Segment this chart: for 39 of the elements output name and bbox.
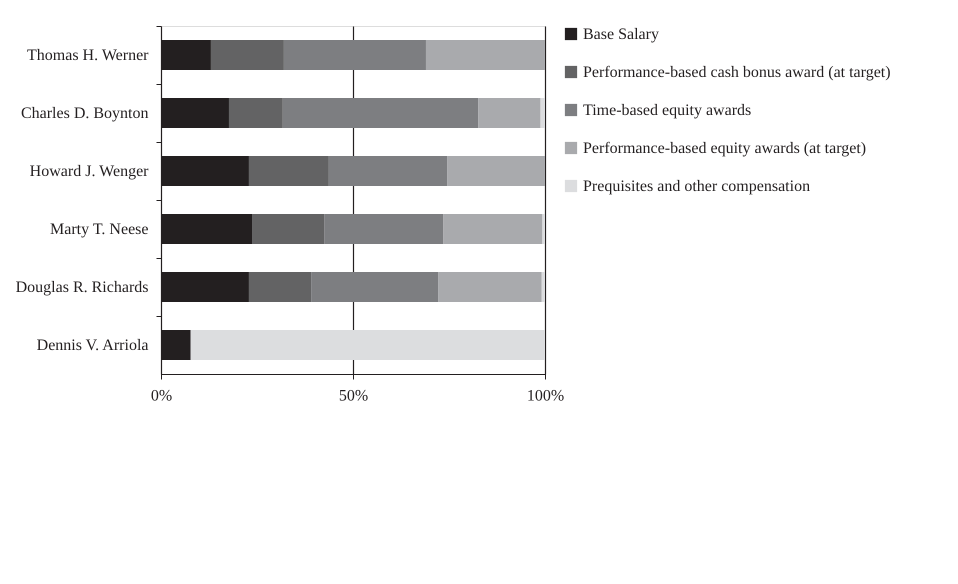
- bar: [324, 214, 444, 244]
- y-tick-label: Charles D. Boynton: [20, 105, 148, 122]
- legend-label: Base Salary: [583, 26, 659, 43]
- bar: [161, 272, 249, 302]
- bar: [190, 330, 545, 360]
- legend-label: Performance-based cash bonus award (at target): [583, 64, 891, 81]
- bar: [210, 40, 284, 70]
- bar: [248, 156, 329, 186]
- y-tick-label: Howard J. Wenger: [30, 163, 150, 180]
- x-tick-label: 100%: [526, 388, 564, 404]
- bar: [540, 98, 545, 128]
- bar: [161, 330, 191, 360]
- bar: [426, 40, 545, 70]
- bar: [447, 156, 545, 186]
- bar: [161, 156, 249, 186]
- bar: [252, 214, 324, 244]
- bar: [282, 98, 478, 128]
- bar: [248, 272, 312, 302]
- legend-label: Performance-based equity awards (at target): [583, 140, 866, 157]
- legend-label: Prequisites and other compensation: [583, 178, 810, 195]
- bar: [443, 214, 542, 244]
- bar: [542, 272, 545, 302]
- bar: [228, 98, 283, 128]
- x-tick-label: 50%: [338, 388, 368, 404]
- bar: [478, 98, 540, 128]
- bar: [542, 214, 545, 244]
- bar: [161, 40, 211, 70]
- bar: [284, 40, 426, 70]
- y-tick-label: Douglas R. Richards: [16, 279, 148, 296]
- bar: [161, 214, 252, 244]
- y-tick-label: Marty T. Neese: [50, 221, 148, 238]
- bar: [161, 98, 229, 128]
- bar: [328, 156, 448, 186]
- legend-label: Time-based equity awards: [583, 102, 752, 119]
- y-tick-label: Thomas H. Werner: [27, 47, 150, 64]
- bar: [311, 272, 438, 302]
- bar: [438, 272, 542, 302]
- y-tick-label: Dennis V. Arriola: [36, 337, 148, 354]
- x-tick-label: 0%: [150, 388, 172, 404]
